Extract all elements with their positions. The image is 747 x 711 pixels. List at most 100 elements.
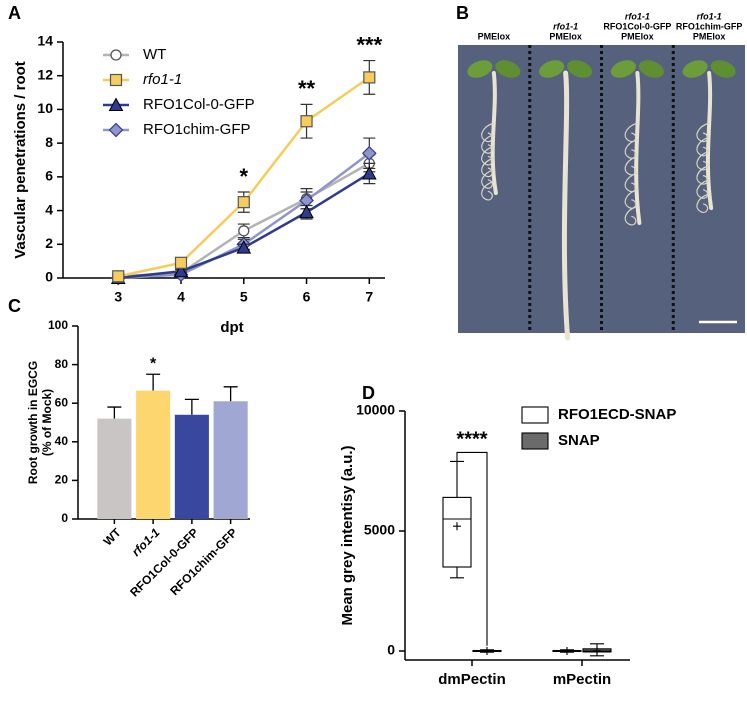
leaf [495,60,521,78]
marker [361,165,377,180]
root-hair [624,172,638,193]
significance: ** [298,76,316,101]
x-axis-label: dpt [220,319,243,336]
x-tick-label: WT [101,525,125,549]
y-tick-label: 10 [37,100,53,116]
mean [593,646,601,655]
leaf [682,60,708,78]
marker [237,196,250,209]
panel-label: B [456,3,469,23]
marker [108,97,124,111]
root [561,70,571,341]
x-tick-label: rfo1-1 [129,525,163,559]
x-tick-label: RFO1Col-0-GFP [127,525,201,599]
bar [174,414,209,519]
y-tick-label: 14 [37,33,53,49]
photo-label: PMElox [549,31,582,41]
y-axis-label: Vascular penetrations / root [12,61,29,259]
root-hair [624,139,638,159]
root-hair [624,189,638,209]
marker [112,270,125,283]
y-tick-label: 20 [55,473,69,487]
bracket [456,451,488,646]
error-bar [223,386,238,402]
root [634,71,642,225]
x-tick-label: RFO1chim-GFP [167,525,240,598]
root-hair [624,122,638,143]
y-tick-label: 40 [55,434,69,448]
x-tick-label: 3 [114,289,122,305]
root [705,71,714,210]
x-tick-label: dmPectin [438,671,506,688]
y-tick-label: 0 [45,269,53,285]
bar [136,390,171,519]
legend-label: RFO1Col-0-GFP [143,96,255,113]
photo-label: rfo1-1 [553,21,578,31]
legend-label: rfo1-1 [143,71,182,88]
root-hair [481,134,495,154]
marker [109,73,123,87]
marker [299,204,314,219]
x-tick-label: 4 [177,289,185,305]
x-tick-label: 5 [240,289,248,305]
root-hair [481,145,495,166]
leaf [710,60,736,78]
y-axis-label: (% of Mock) [40,389,54,456]
y-axis-label: Mean grey intentisy (a.u.) [339,445,356,625]
y-tick-label: 2 [45,235,53,251]
root-hair [696,193,710,214]
y-tick-label: 4 [45,201,53,217]
root-hair [481,180,495,201]
root-hair [481,157,495,178]
panel-label: C [8,296,21,316]
root-hair [481,169,495,189]
legend-label: RFO1ECD-SNAP [558,406,676,423]
marker [363,71,376,84]
root-hair [624,205,638,226]
panel-label: A [8,3,21,23]
box [442,496,472,568]
y-tick-label: 0 [387,642,395,658]
y-axis-label: Root growth in EGCG [26,361,40,484]
y-tick-label: 10000 [356,402,395,418]
marker [173,263,189,278]
mean [483,647,491,655]
photo-label: PMElox [621,31,654,41]
mean [563,647,571,655]
y-tick-label: 8 [45,134,53,150]
root-hair [624,155,638,176]
leaf [638,60,664,78]
legend-swatch [521,406,549,424]
whisker [450,460,464,498]
leaf [610,60,636,78]
marker [238,225,250,237]
photo-label: PMElox [693,31,726,41]
photo-label: RFO1chim-GFP [676,21,743,31]
panel-label: D [362,383,375,403]
whisker [450,567,464,579]
y-tick-label: 100 [48,318,68,332]
marker [300,115,313,128]
root [490,71,498,195]
error-bar [146,373,161,391]
legend-label: RFO1chim-GFP [143,121,251,138]
photo-label: RFO1Col-0-GFP [603,21,671,31]
legend-swatch [521,432,549,450]
y-tick-label: 6 [45,168,53,184]
legend-label: WT [143,46,166,63]
root-hair [481,122,495,143]
marker [174,256,188,269]
x-tick-label: 7 [365,289,373,305]
error-bar [107,406,122,419]
significance: * [239,164,248,189]
marker [236,240,252,254]
leaf [567,60,593,78]
photo-label: rfo1-1 [697,11,722,21]
photo-label: PMElox [478,31,511,41]
significance: * [150,355,157,372]
significance: **** [456,429,487,451]
photo-label: rfo1-1 [625,11,650,21]
x-tick-label: 6 [303,289,311,305]
error-bar [184,398,199,415]
